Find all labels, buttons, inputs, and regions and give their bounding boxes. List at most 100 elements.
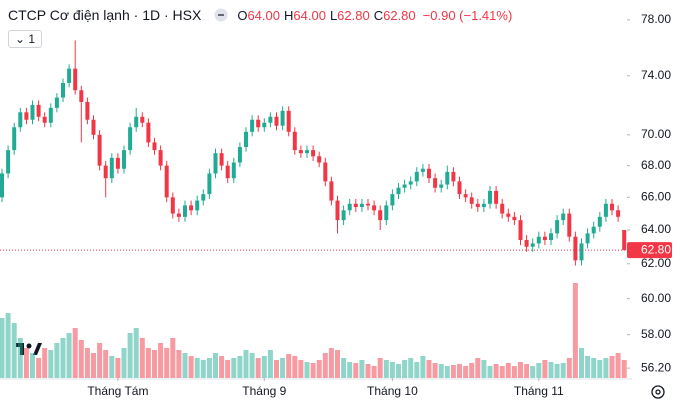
candle-body bbox=[530, 243, 535, 247]
candle-body bbox=[481, 203, 486, 208]
candles bbox=[0, 40, 627, 266]
candle-body bbox=[176, 213, 181, 217]
candle-body bbox=[366, 203, 370, 206]
candle-body bbox=[256, 119, 261, 128]
candle-body bbox=[18, 112, 23, 128]
x-tick-label: Tháng 9 bbox=[242, 384, 286, 398]
volume-bar bbox=[579, 348, 584, 378]
candle-body bbox=[396, 187, 401, 195]
candle-body bbox=[195, 200, 200, 211]
y-tick-label: 68.00 bbox=[641, 158, 671, 172]
volume-bar bbox=[542, 360, 548, 378]
candle-body bbox=[146, 122, 151, 143]
candle-body bbox=[372, 205, 377, 211]
candle-body bbox=[189, 205, 194, 211]
candle-body bbox=[335, 200, 340, 221]
candle-body bbox=[213, 153, 218, 174]
y-tick-label: 78.00 bbox=[641, 12, 671, 26]
volume-bar bbox=[286, 354, 292, 378]
candle-body bbox=[579, 243, 584, 261]
candle-body bbox=[445, 171, 450, 185]
candle-body bbox=[305, 150, 309, 154]
candle-body bbox=[536, 236, 541, 244]
volume-bar bbox=[469, 363, 475, 378]
candle-body bbox=[128, 127, 133, 151]
candle-body bbox=[225, 165, 230, 179]
y-tick-label: 70.00 bbox=[641, 127, 671, 141]
candle-body bbox=[292, 131, 297, 151]
volume-bar bbox=[383, 360, 389, 378]
volume-bar bbox=[572, 283, 578, 378]
volume-bar bbox=[438, 364, 444, 378]
candle-body bbox=[506, 213, 511, 217]
candle-body bbox=[73, 68, 78, 91]
y-tick-label: 58.00 bbox=[641, 327, 671, 341]
volume-bar bbox=[0, 318, 5, 378]
hide-icon[interactable] bbox=[214, 8, 228, 22]
candle-body bbox=[67, 68, 72, 83]
volume-bar bbox=[78, 340, 84, 378]
candle-body bbox=[286, 110, 291, 132]
volume-bar bbox=[176, 350, 182, 378]
volume-bar bbox=[566, 358, 572, 378]
volume-bar bbox=[249, 353, 255, 378]
candle-body bbox=[347, 203, 352, 211]
volume-bar bbox=[603, 358, 609, 378]
ohlc-values: O64.00 H64.00 L62.80 C62.80 bbox=[237, 8, 415, 23]
candle-body bbox=[134, 116, 139, 128]
volume-bar bbox=[36, 358, 42, 378]
volume-bar bbox=[194, 358, 200, 378]
volume-bar bbox=[609, 356, 615, 378]
volume-bar bbox=[365, 364, 371, 378]
volume-bar bbox=[274, 360, 279, 378]
candle-body bbox=[433, 178, 438, 188]
volume-bar bbox=[530, 366, 536, 378]
candle-body bbox=[152, 142, 157, 151]
candle-body bbox=[402, 184, 407, 188]
volume-bar bbox=[97, 343, 103, 378]
legend-header: CTCP Cơ điện lạnh · 1D · HSX O64.00 H64.0… bbox=[8, 7, 512, 23]
volume-bar bbox=[103, 350, 109, 378]
ohlc-label: H bbox=[284, 7, 294, 23]
candle-body bbox=[500, 203, 505, 214]
candle-body bbox=[109, 157, 114, 179]
y-tick-label: 66.00 bbox=[641, 190, 671, 204]
indicator-badge[interactable]: ⌄ 1 bbox=[8, 30, 43, 48]
volume-bar bbox=[591, 358, 597, 378]
candle-body bbox=[311, 150, 316, 157]
volume-bar bbox=[548, 362, 554, 378]
last-price-label: 62.80 bbox=[641, 242, 671, 256]
volume-bar bbox=[499, 366, 505, 378]
volume-bar bbox=[377, 358, 383, 378]
candle-body bbox=[616, 210, 621, 217]
volume-bar bbox=[219, 356, 225, 378]
y-tick-label: 64.00 bbox=[641, 222, 671, 236]
candle-body bbox=[475, 203, 480, 208]
candle-body bbox=[518, 220, 523, 241]
volume-bar bbox=[511, 366, 517, 378]
candle-body bbox=[231, 162, 236, 179]
change: −0.90 (−1.41%) bbox=[422, 7, 513, 23]
last-price-box bbox=[627, 242, 672, 259]
candle-body bbox=[61, 82, 65, 98]
candle-body bbox=[329, 181, 334, 201]
candle-body bbox=[341, 210, 346, 221]
candle-body bbox=[274, 116, 279, 126]
ohlc-value: 64.00 bbox=[247, 7, 280, 23]
candle-body bbox=[244, 131, 248, 148]
candle-body bbox=[6, 150, 11, 174]
volume-bar bbox=[121, 348, 127, 378]
candle-body bbox=[97, 134, 102, 166]
volume-bar bbox=[335, 350, 340, 378]
volume-bar bbox=[487, 366, 493, 378]
volume-bar bbox=[450, 365, 456, 378]
candle-body bbox=[0, 173, 4, 198]
y-tick-label: 74.00 bbox=[641, 68, 671, 82]
volume-bar bbox=[48, 350, 54, 378]
volume-bar bbox=[359, 360, 365, 378]
settings-icon[interactable] bbox=[651, 385, 665, 399]
candle-body bbox=[12, 127, 17, 151]
volume-bar bbox=[524, 364, 530, 378]
